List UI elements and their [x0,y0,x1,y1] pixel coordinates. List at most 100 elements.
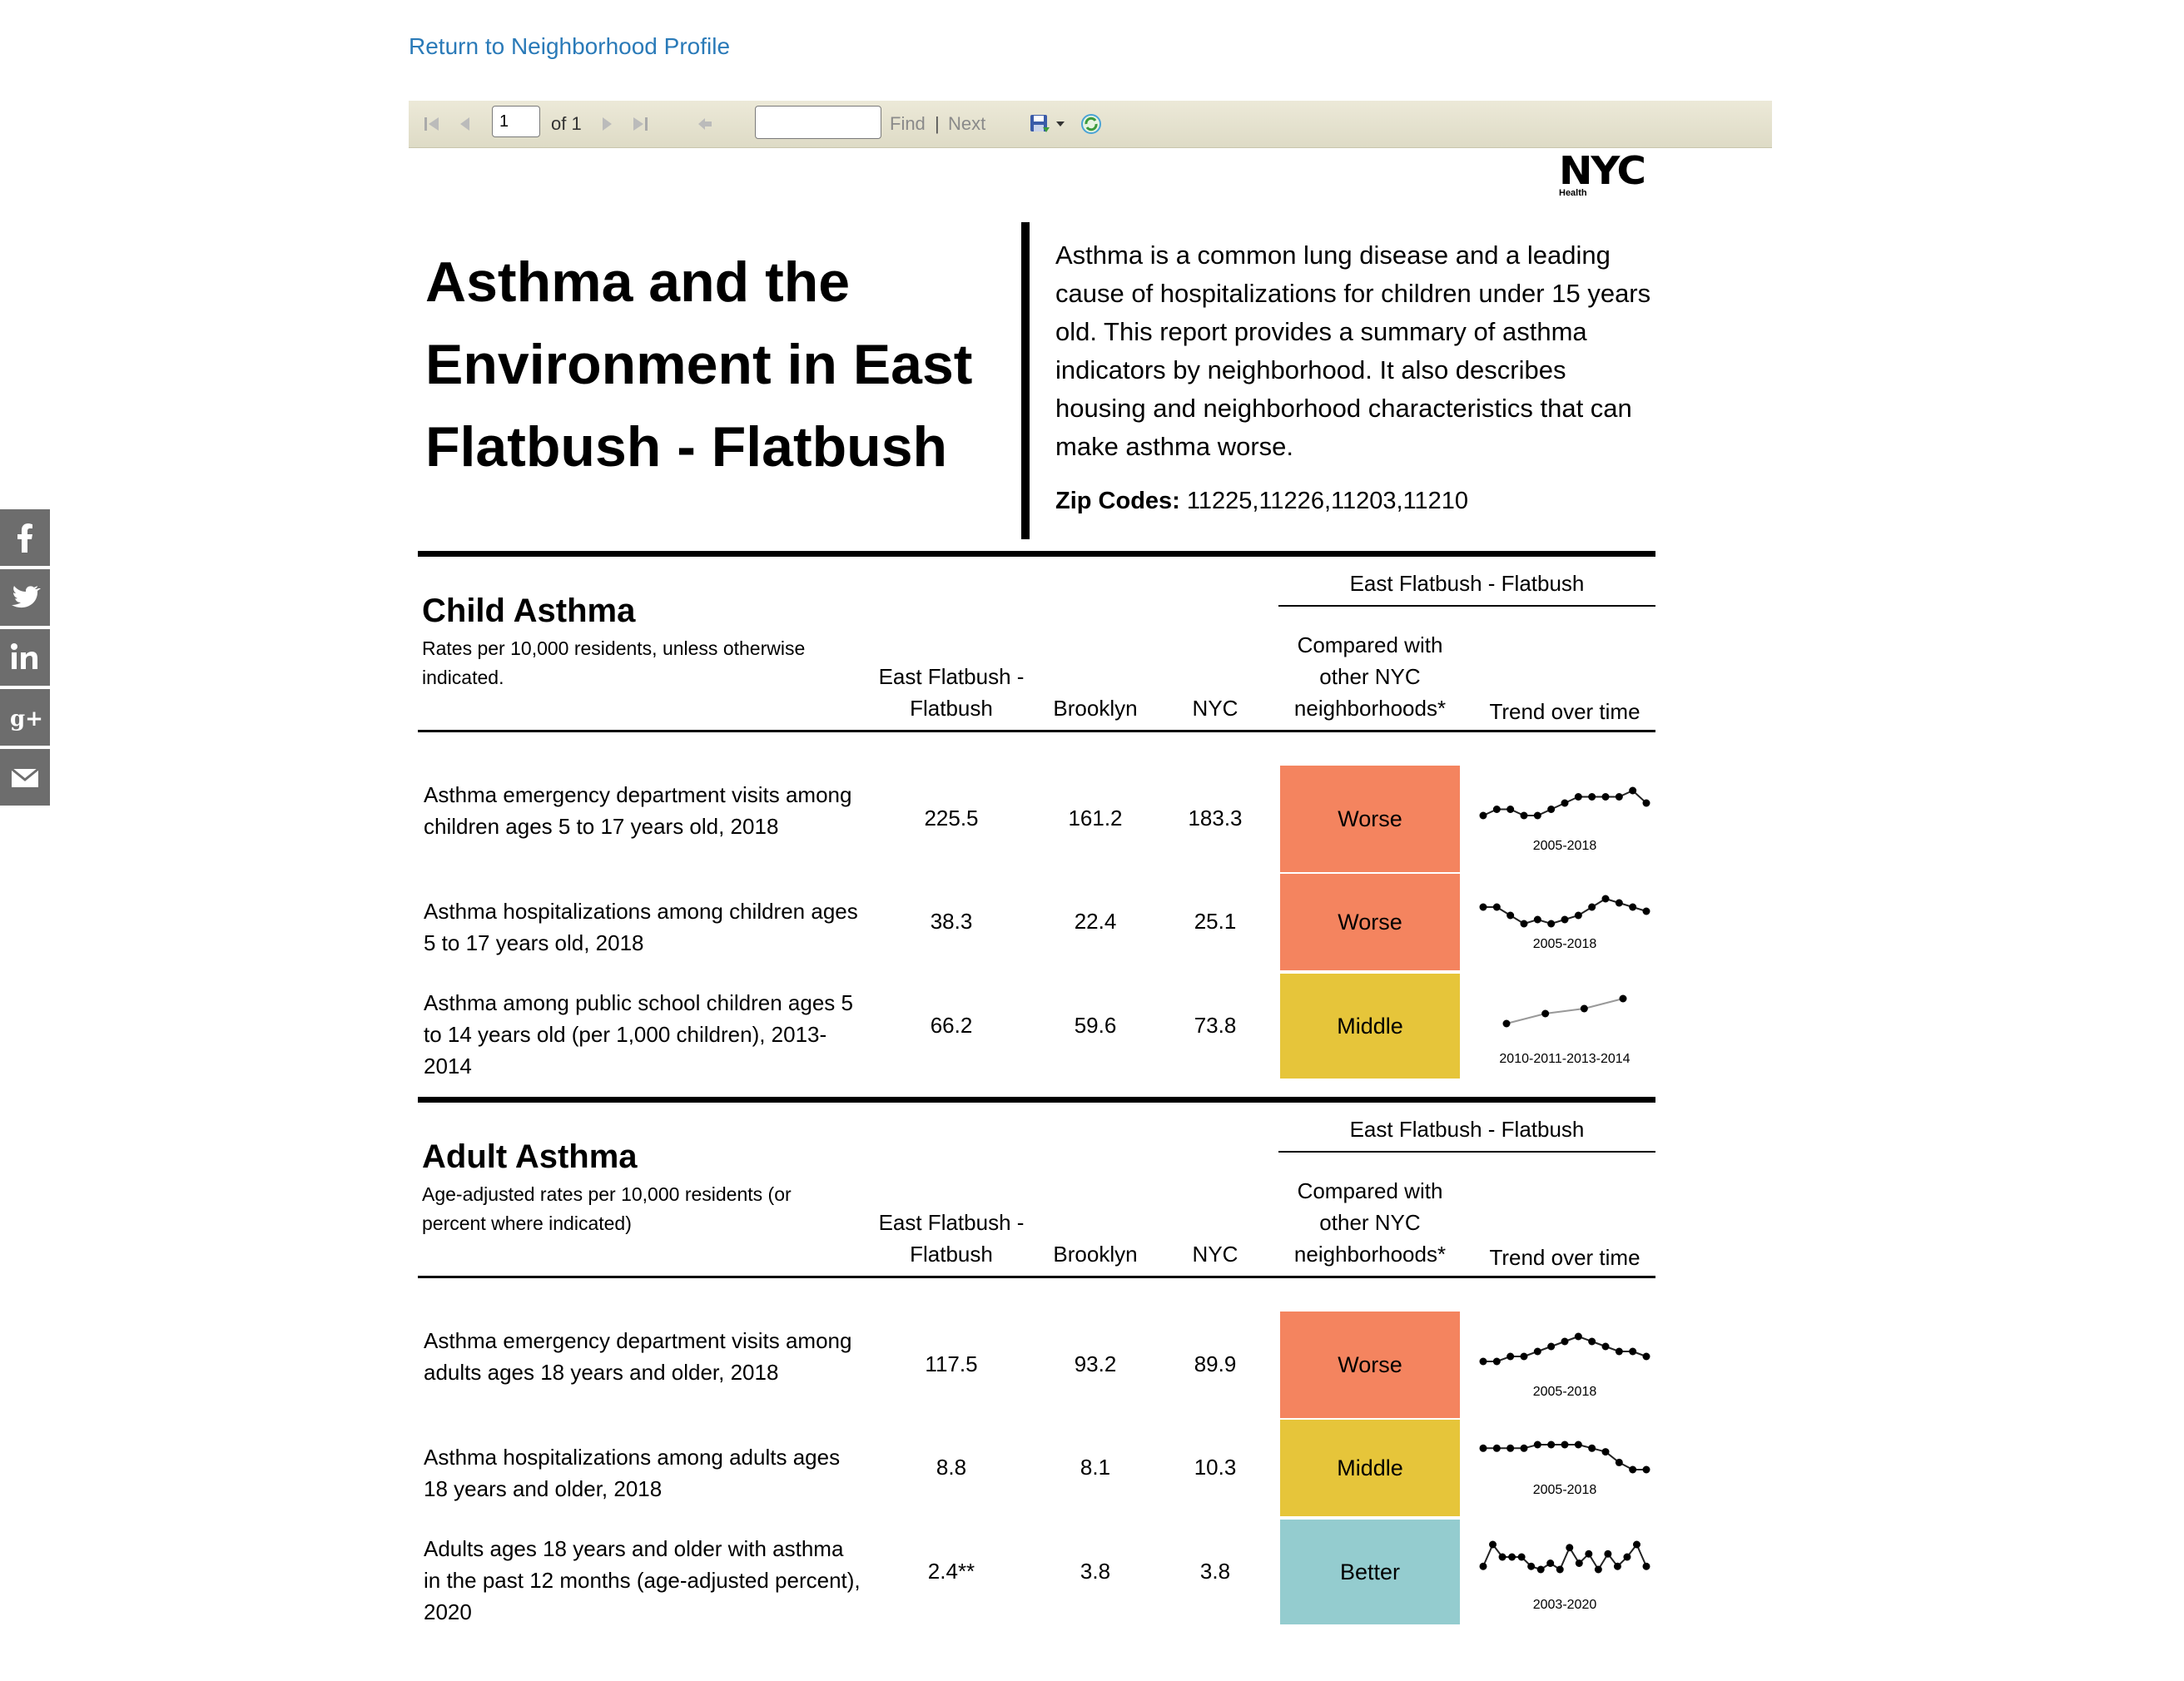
value-city: 3.8 [1199,1559,1231,1584]
trend-point [1615,899,1623,907]
trend-period-label: 2005-2018 [1532,839,1597,853]
trend-point [1547,1342,1556,1351]
column-header-trend: Trend over time [1489,1245,1640,1270]
trend-point [1575,1560,1583,1567]
indicator-label: Asthma hospitalizations among adults age… [424,1445,841,1501]
linkedin-icon[interactable] [0,629,50,686]
value-neighborhood: 117.5 [925,1351,978,1376]
column-header-trend: Trend over time [1489,699,1640,724]
zip-codes: Zip Codes: 11225,11226,11203,11210 [1055,486,1468,516]
value-neighborhood: 2.4** [927,1559,975,1584]
column-header-neighborhood: East Flatbush - Flatbush [878,1210,1025,1267]
page-title: Asthma and the Environment in East Flatb… [425,250,973,479]
trend-point [1642,1352,1650,1361]
dropdown-arrow-icon[interactable] [1055,111,1066,137]
trend-line [1482,1543,1647,1571]
trend-point [1533,811,1541,820]
last-page-icon[interactable] [627,111,653,137]
trend-point [1506,1352,1515,1361]
trend-point [1629,1347,1637,1356]
toolbar-separator: | [935,113,940,134]
value-city: 73.8 [1194,1013,1237,1038]
page-number-input[interactable] [492,106,540,137]
trend-point [1629,786,1637,795]
column-group-rule [1278,605,1655,607]
zip-codes-label: Zip Codes: [1055,488,1180,514]
trend-sparkline [1479,895,1650,928]
trend-line [1506,998,1624,1024]
trend-point [1588,1444,1596,1452]
return-to-profile-link[interactable]: Return to Neighborhood Profile [409,33,731,59]
trend-point [1623,1553,1631,1561]
value-borough: 93.2 [1074,1351,1117,1376]
value-neighborhood: 225.5 [924,806,979,831]
trend-point [1615,1458,1623,1466]
refresh-icon[interactable] [1076,111,1106,137]
trend-point [1604,1550,1612,1558]
indicator-label: Asthma among public school children ages… [424,990,853,1079]
first-page-icon[interactable] [419,111,445,137]
save-icon[interactable] [1023,111,1056,137]
trend-point [1533,915,1541,924]
trend-period-label: 2005-2018 [1532,1385,1597,1399]
comparison-badge: Middle [1280,1420,1460,1516]
section-top-rule [418,1097,1655,1103]
trend-period-label: 2005-2018 [1532,937,1597,951]
trend-period-label: 2003-2020 [1532,1598,1597,1612]
facebook-icon[interactable] [0,509,50,566]
trend-point [1536,1565,1545,1574]
trend-point [1492,1444,1501,1452]
find-input[interactable] [755,106,881,139]
title-divider [1021,222,1030,539]
trend-point [1574,1332,1582,1341]
trend-point [1601,793,1610,801]
comparison-badge: Worse [1280,874,1460,970]
section-top-rule [418,551,1655,557]
find-next-link[interactable]: Next [948,113,986,134]
email-icon[interactable] [0,749,50,806]
next-page-icon[interactable] [593,111,620,137]
find-link[interactable]: Find [890,113,926,134]
twitter-icon[interactable] [0,569,50,626]
nyc-health-logo: NYC Health [1559,151,1657,198]
trend-point [1574,793,1582,801]
svg-text:g+: g+ [10,707,42,731]
trend-point [1561,1337,1569,1346]
column-header-city: NYC [1192,1242,1238,1267]
trend-point [1527,1562,1536,1570]
trend-point [1561,799,1569,807]
value-neighborhood: 66.2 [930,1013,973,1038]
trend-point [1520,1352,1528,1361]
trend-point [1574,911,1582,920]
google-plus-icon[interactable]: g+ [0,689,50,746]
section-title: Adult Asthma [422,1138,638,1175]
trend-point [1601,1342,1610,1351]
trend-point [1508,1553,1516,1561]
trend-point [1506,911,1515,920]
trend-point [1502,1019,1511,1028]
column-header-borough: Brooklyn [1053,1242,1138,1267]
previous-page-icon[interactable] [452,111,479,137]
intro-text: Asthma is a common lung disease and a le… [1055,240,1651,461]
social-share-bar: g+ [0,509,50,809]
trend-point [1517,1553,1526,1561]
trend-point [1642,1465,1650,1474]
trend-sparkline [1479,786,1650,820]
trend-point [1479,811,1487,820]
value-city: 89.9 [1194,1351,1237,1376]
column-header-neighborhood: East Flatbush - Flatbush [878,664,1025,721]
trend-point [1588,903,1596,911]
indicator-label: Adults ages 18 years and older with asth… [424,1536,861,1624]
value-city: 25.1 [1194,909,1237,934]
column-group-label: East Flatbush - Flatbush [1349,571,1585,596]
value-borough: 3.8 [1080,1559,1111,1584]
comparison-badge: Better [1280,1520,1460,1624]
trend-sparkline [1479,1441,1650,1474]
back-icon[interactable] [692,111,718,137]
trend-point [1601,895,1610,903]
indicator-label: Asthma emergency department visits among… [424,1328,852,1385]
trend-point [1585,1550,1593,1558]
value-borough: 22.4 [1074,909,1117,934]
section-title: Child Asthma [422,593,636,629]
trend-point [1479,1562,1487,1570]
